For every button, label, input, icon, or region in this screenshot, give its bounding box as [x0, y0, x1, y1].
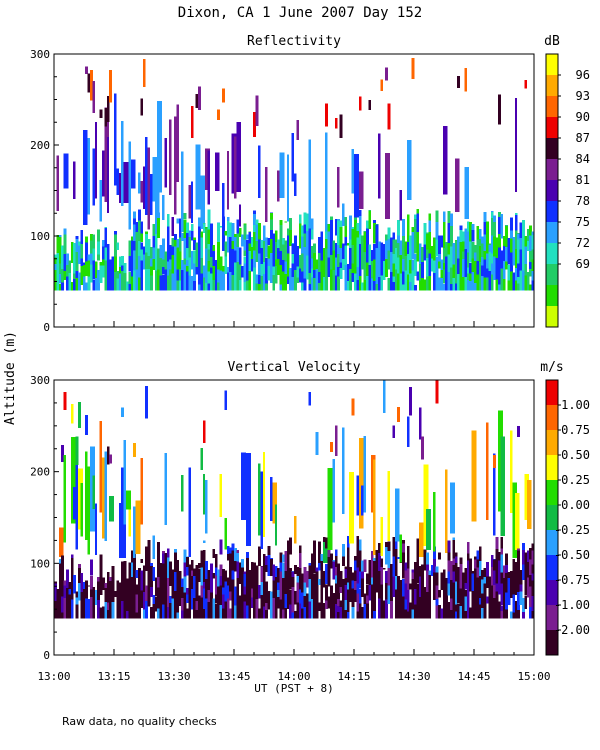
x-tick-label: 13:15 — [97, 670, 130, 683]
colorbar-swatch — [546, 54, 558, 76]
colorbar-label: -1.00 — [554, 598, 590, 612]
colorbar-label: 0.00 — [561, 498, 590, 512]
colorbar-swatch — [546, 555, 558, 581]
colorbar-swatch — [546, 605, 558, 631]
y-tick-label: 100 — [30, 557, 50, 570]
colorbar-unit: m/s — [540, 360, 563, 375]
x-tick-label: 14:30 — [397, 670, 430, 683]
y-tick-label: 300 — [30, 48, 50, 61]
colorbar-label: 69 — [576, 257, 590, 271]
colorbar-swatch — [546, 380, 558, 406]
colorbar-label: -0.75 — [554, 573, 590, 587]
colorbar-label: 0.50 — [561, 448, 590, 462]
colorbar-swatch — [546, 222, 558, 244]
colorbar-label: 0.25 — [561, 473, 590, 487]
y-tick-label: 100 — [30, 230, 50, 243]
colorbar-swatch — [546, 285, 558, 307]
panels: Reflectivity 0 100 200 300 dB 96 93 90 87 84 81 78 75… — [30, 34, 590, 683]
colorbar-label: 90 — [576, 110, 590, 124]
y-tick-label: 200 — [30, 466, 50, 479]
colorbar-label: -0.25 — [554, 523, 590, 537]
colorbar-label: 75 — [576, 215, 590, 229]
colorbar-unit: dB — [544, 34, 560, 49]
colorbar-label: 96 — [576, 68, 590, 82]
shared-x-label: UT (PST + 8) — [254, 682, 333, 695]
figure-title: Dixon, CA 1 June 2007 Day 152 — [178, 5, 422, 21]
colorbar-label: -0.50 — [554, 548, 590, 562]
colorbar-label: 84 — [576, 152, 590, 166]
colorbar-swatch — [546, 243, 558, 265]
colorbar-label: 93 — [576, 89, 590, 103]
colorbar-swatch — [546, 580, 558, 606]
panel-0: Reflectivity 0 100 200 300 dB 96 93 90 87 84 81 78 75… — [30, 34, 590, 334]
colorbar-label: 1.00 — [561, 398, 590, 412]
x-tick-label: 14:15 — [337, 670, 370, 683]
colorbar-swatch — [546, 138, 558, 160]
y-tick-label: 0 — [43, 649, 50, 662]
colorbar-label: 87 — [576, 131, 590, 145]
colorbar-swatch — [546, 405, 558, 431]
colorbar-swatch — [546, 75, 558, 97]
colorbar-swatch — [546, 117, 558, 139]
colorbar-swatch — [546, 96, 558, 118]
colorbar-label: -2.00 — [554, 623, 590, 637]
heatmap-cells — [54, 380, 535, 619]
colorbar: m/s 1.00 0.75 0.50 0.25 0.00 -0.25 -0.50 -0.75 -1… — [540, 360, 590, 656]
x-tick-label: 13:00 — [37, 670, 70, 683]
colorbar-swatch — [546, 180, 558, 202]
panel-title: Vertical Velocity — [227, 360, 360, 375]
shared-y-label: Altitude (m) — [3, 331, 18, 425]
colorbar-swatch — [546, 264, 558, 286]
colorbar-swatch — [546, 455, 558, 481]
colorbar-swatch — [546, 630, 558, 656]
colorbar-swatch — [546, 430, 558, 456]
footnote: Raw data, no quality checks — [62, 715, 217, 728]
colorbar-swatch — [546, 480, 558, 506]
colorbar: dB 96 93 90 87 84 81 78 75 72 69 — [544, 34, 590, 328]
colorbar-swatch — [546, 530, 558, 556]
colorbar-label: 72 — [576, 236, 590, 250]
colorbar-swatch — [546, 201, 558, 223]
colorbar-swatch — [546, 505, 558, 531]
y-tick-label: 300 — [30, 374, 50, 387]
heatmap-cells — [54, 57, 535, 291]
x-tick-label: 13:45 — [217, 670, 250, 683]
y-tick-label: 0 — [43, 321, 50, 334]
x-tick-label: 15:00 — [517, 670, 550, 683]
panel-1: Vertical Velocity 0 100 200 300 13:00 13:15 13:… — [30, 360, 590, 683]
colorbar-swatch — [546, 159, 558, 181]
x-tick-label: 14:00 — [277, 670, 310, 683]
panel-title: Reflectivity — [247, 34, 341, 49]
x-tick-label: 14:45 — [457, 670, 490, 683]
colorbar-label: 81 — [576, 173, 590, 187]
colorbar-label: 78 — [576, 194, 590, 208]
colorbar-swatch — [546, 306, 558, 328]
y-tick-label: 200 — [30, 139, 50, 152]
colorbar-label: 0.75 — [561, 423, 590, 437]
x-tick-label: 13:30 — [157, 670, 190, 683]
